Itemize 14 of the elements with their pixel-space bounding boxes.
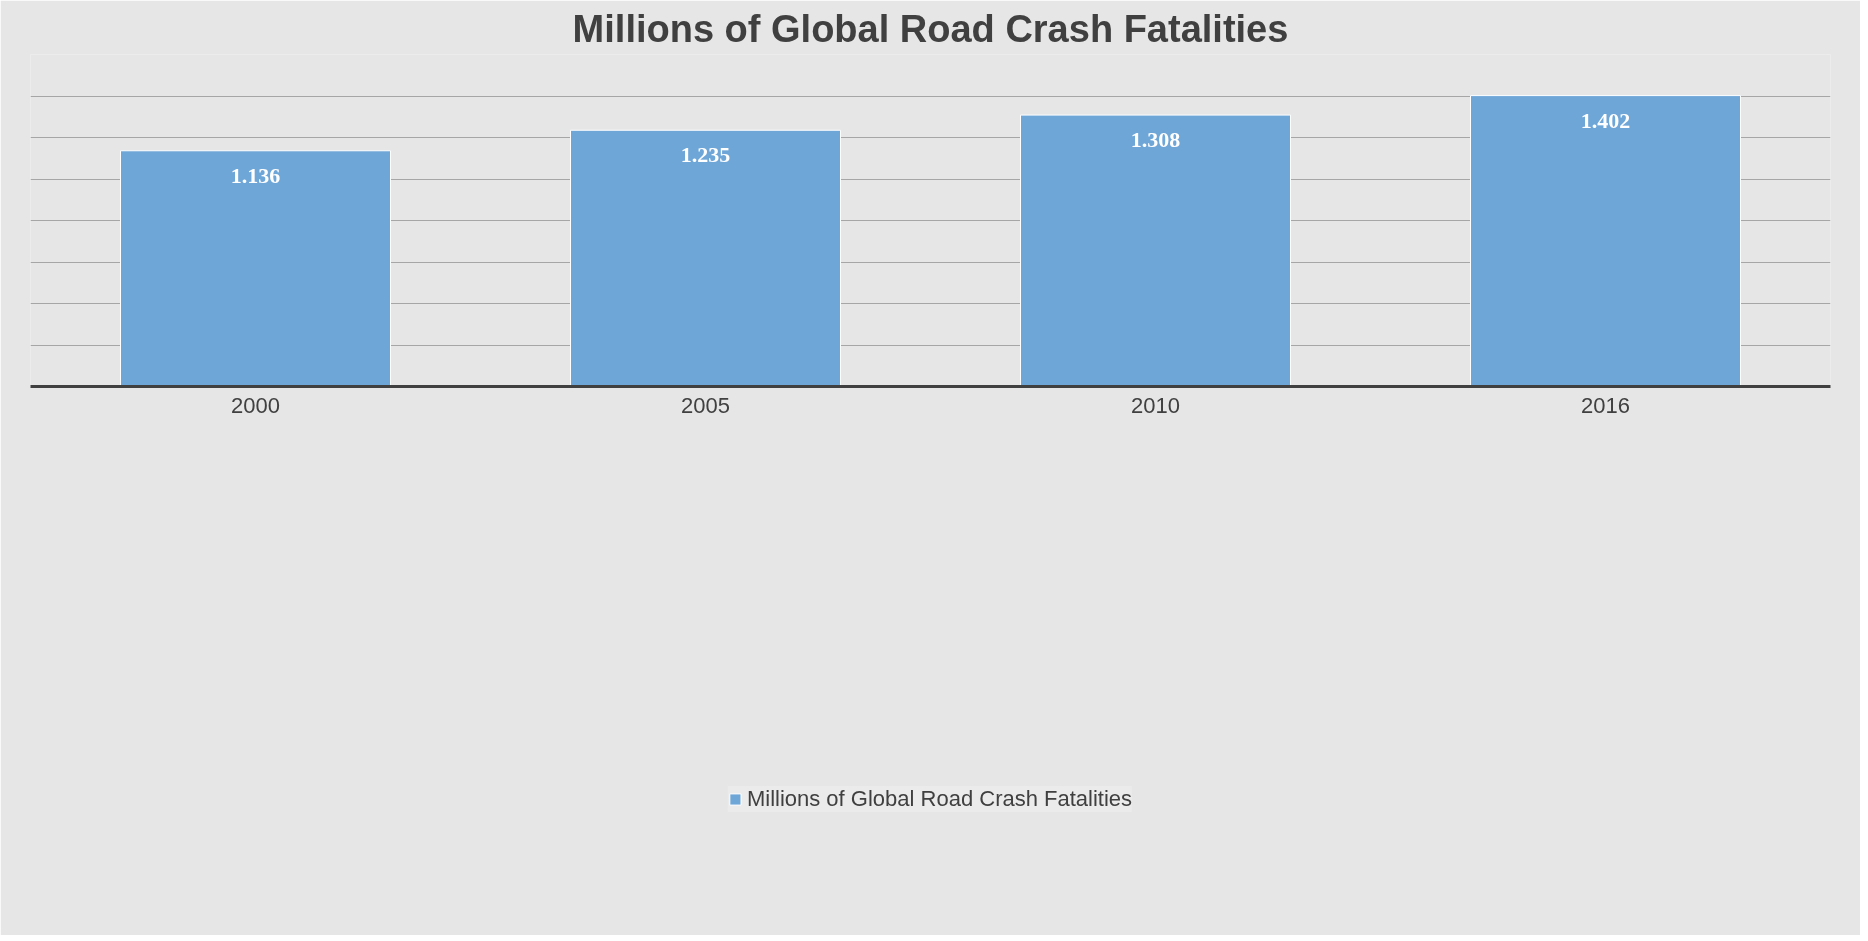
data-label: 1.402 bbox=[1580, 107, 1631, 133]
bar bbox=[1020, 114, 1291, 387]
bar bbox=[120, 150, 391, 387]
x-tick-label: 2005 bbox=[681, 392, 730, 418]
x-tick-label: 2016 bbox=[1581, 392, 1630, 418]
x-tick-label: 2000 bbox=[231, 392, 280, 418]
bar bbox=[570, 129, 841, 387]
chart-title: Millions of Global Road Crash Fatalities bbox=[572, 7, 1289, 50]
data-label: 1.235 bbox=[680, 142, 731, 168]
x-tick-label: 2010 bbox=[1131, 392, 1180, 418]
bar bbox=[1470, 95, 1741, 387]
legend-label: Millions of Global Road Crash Fatalities bbox=[746, 785, 1133, 812]
data-label: 1.136 bbox=[230, 162, 281, 188]
data-label: 1.308 bbox=[1130, 127, 1181, 153]
